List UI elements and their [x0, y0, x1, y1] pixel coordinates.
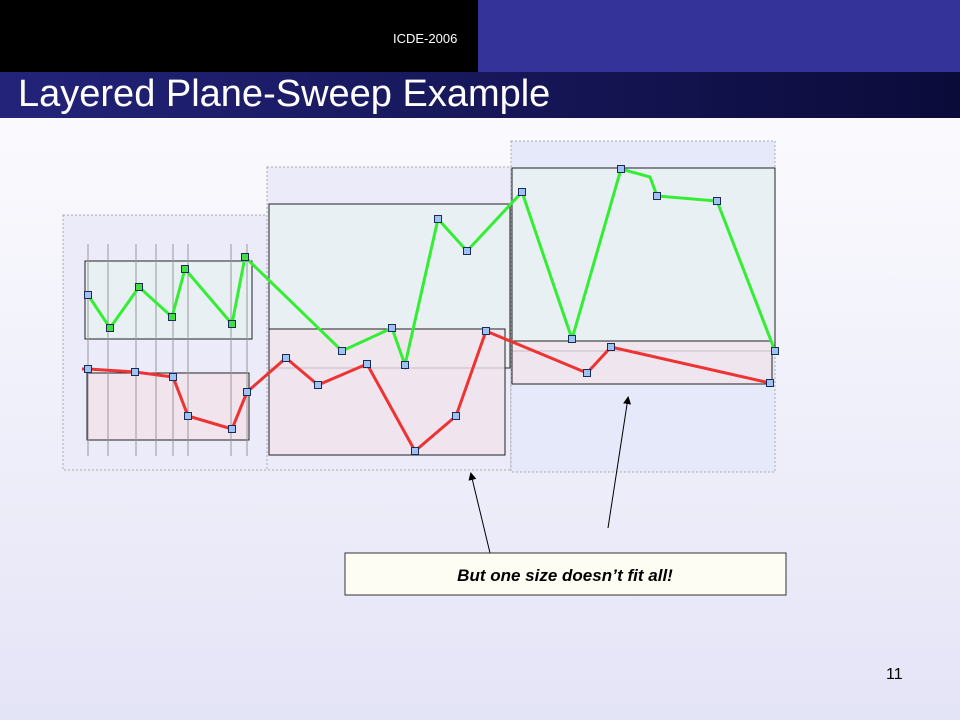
page-number: 11	[886, 666, 903, 683]
point	[241, 253, 249, 261]
point	[181, 265, 189, 273]
point	[653, 192, 661, 200]
conference: ICDE-2006	[393, 31, 457, 46]
red-series	[82, 329, 771, 454]
box	[511, 167, 776, 352]
point	[363, 360, 371, 368]
point	[388, 324, 396, 332]
point	[228, 425, 236, 433]
title: Layered Plane-Sweep Example	[18, 73, 550, 115]
point	[131, 368, 139, 376]
sweep-lines	[87, 244, 248, 456]
point	[314, 381, 322, 389]
point	[713, 197, 721, 205]
point	[169, 373, 177, 381]
callout: But one size doesn’t fit all!	[457, 566, 673, 585]
callout-box	[344, 552, 787, 596]
point	[568, 335, 576, 343]
point	[243, 388, 251, 396]
arrow	[468, 472, 491, 554]
box	[86, 372, 250, 441]
point	[106, 324, 114, 332]
point	[228, 320, 236, 328]
point	[338, 347, 346, 355]
regions	[62, 140, 776, 473]
point	[434, 215, 442, 223]
point	[84, 291, 92, 299]
header-left	[0, 0, 478, 72]
point	[617, 165, 625, 173]
point	[452, 412, 460, 420]
point	[607, 343, 615, 351]
box	[511, 340, 773, 385]
point	[463, 247, 471, 255]
point	[583, 369, 591, 377]
header-right	[478, 0, 960, 72]
point	[84, 365, 92, 373]
point	[168, 313, 176, 321]
point	[766, 379, 774, 387]
point	[184, 412, 192, 420]
point	[135, 283, 143, 291]
point	[518, 188, 526, 196]
point	[282, 354, 290, 362]
point	[411, 447, 419, 455]
point	[771, 347, 779, 355]
box	[268, 328, 506, 456]
title-bar	[0, 72, 960, 118]
points	[84, 165, 779, 455]
arrow	[607, 396, 632, 529]
point	[401, 361, 409, 369]
point	[482, 327, 490, 335]
